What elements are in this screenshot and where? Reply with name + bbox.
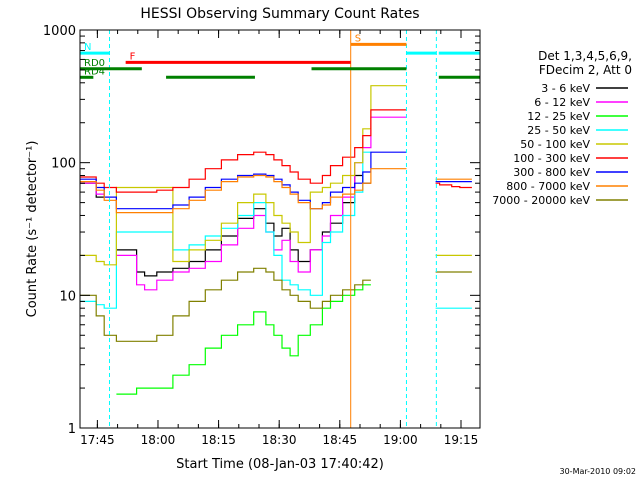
x-tick-label-4: 18:45 <box>323 433 358 447</box>
series-line-7 <box>80 168 472 214</box>
y-tick-label-0: 1 <box>68 422 76 437</box>
legend-label-4: 50 - 100 keV <box>520 138 590 151</box>
x-tick-label-2: 18:15 <box>201 433 236 447</box>
legend: Det 1,3,4,5,6,9, FDecim 2, Att 0 3 - 6 k… <box>492 49 632 207</box>
flag-label-rd0: RD0 <box>84 58 105 69</box>
x-axis-label: Start Time (08-Jan-03 17:40:42) <box>176 457 384 472</box>
legend-label-6: 300 - 800 keV <box>513 166 590 179</box>
x-tick-label-5: 19:00 <box>383 433 418 447</box>
x-tick-label-1: 18:00 <box>141 433 176 447</box>
y-tick-label-2: 100 <box>51 157 76 172</box>
legend-label-8: 7000 - 20000 keV <box>492 194 590 207</box>
legend-label-0: 3 - 6 keV <box>541 82 590 95</box>
flag-label-f: F <box>130 51 136 62</box>
legend-label-5: 100 - 300 keV <box>513 152 590 165</box>
axes: 17:45 18:00 18:15 18:30 18:45 19:00 19:15 1 10 10… <box>43 24 480 447</box>
series-line-4 <box>80 85 472 266</box>
plot-area <box>80 30 472 428</box>
series-line-2 <box>116 284 371 395</box>
y-tick-label-1: 10 <box>59 289 76 304</box>
legend-label-1: 6 - 12 keV <box>534 96 590 109</box>
chart-title: HESSI Observing Summary Count Rates <box>140 6 419 22</box>
legend-header-line-2: FDecim 2, Att 0 <box>539 63 632 77</box>
x-tick-label-0: 17:45 <box>80 433 115 447</box>
y-axis-label: Count Rate (s⁻¹ detector⁻¹) <box>25 141 40 318</box>
x-tick-label-3: 18:30 <box>262 433 297 447</box>
y-tick-label-3: 1000 <box>43 24 76 39</box>
x-tick-label-6: 19:15 <box>444 433 479 447</box>
legend-label-2: 12 - 25 keV <box>527 110 590 123</box>
legend-header-line-1: Det 1,3,4,5,6,9, <box>538 49 632 63</box>
legend-label-3: 25 - 50 keV <box>527 124 590 137</box>
series-line-5 <box>80 109 472 193</box>
plot-frame <box>79 29 481 429</box>
footer-date: 30-Mar-2010 09:02 <box>560 467 637 476</box>
flag-label-s: S <box>355 33 361 44</box>
legend-label-7: 800 - 7000 keV <box>506 180 590 193</box>
flag-label-n: N <box>84 42 91 53</box>
flag-label-rd4: RD4 <box>84 66 105 77</box>
series-line-8 <box>80 267 472 342</box>
